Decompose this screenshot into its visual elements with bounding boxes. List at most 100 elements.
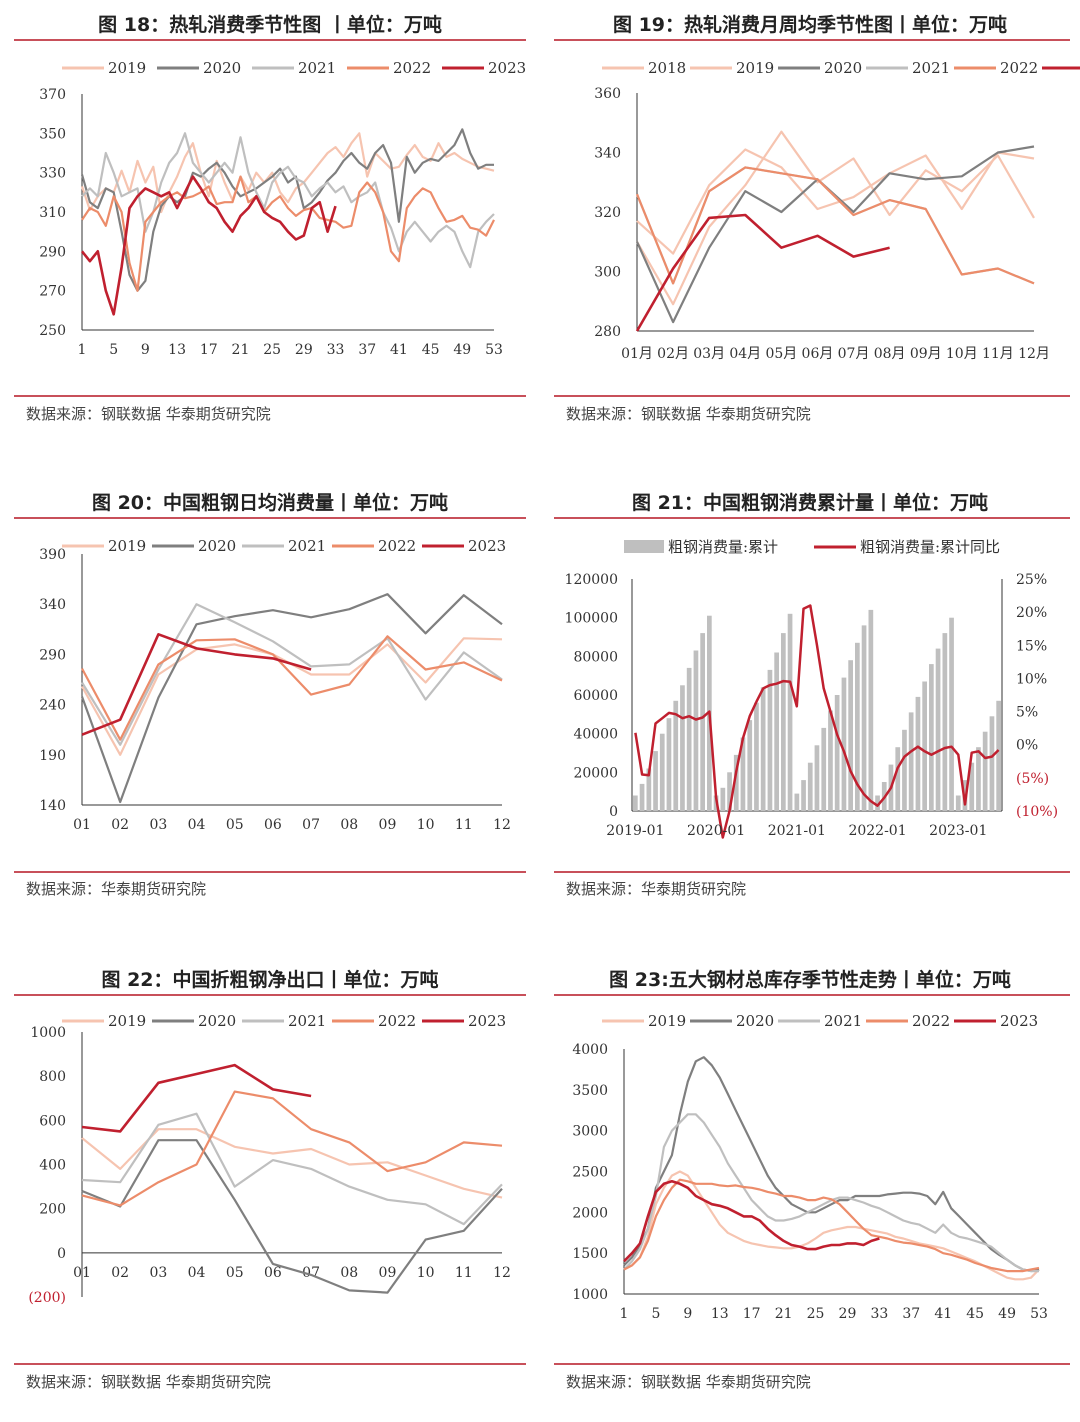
x-tick-label: 45	[422, 342, 440, 358]
x-tick-label: 33	[870, 1306, 888, 1322]
bar	[659, 733, 665, 811]
bar	[693, 650, 699, 811]
legend-label-2022: 2022	[1000, 59, 1038, 77]
bar	[855, 642, 860, 811]
x-tick-label: 09月	[910, 346, 942, 362]
y-tick-label: 1000	[572, 1287, 608, 1303]
y-tick-label: 280	[594, 324, 621, 340]
source-rule	[14, 871, 526, 873]
x-tick-label: 13	[168, 342, 186, 358]
legend-label-2022: 2022	[393, 59, 431, 77]
x-tick-label: 11月	[982, 346, 1014, 362]
y-tick-label-negative: (200)	[28, 1290, 66, 1306]
title-rule	[14, 517, 526, 519]
x-tick-label: 05月	[765, 346, 797, 362]
bar	[935, 648, 941, 811]
y-tick-label: 80000	[573, 649, 618, 665]
bar	[996, 700, 1001, 811]
chart-panel-22: 图 22：中国折粗钢净出口丨单位：万吨 2019 2020 2021 2022 2023…	[0, 955, 540, 1422]
legend-label-2019: 2019	[108, 59, 146, 77]
y-tick-label: 800	[39, 1069, 66, 1085]
bar	[949, 617, 954, 811]
x-tick-label: 04	[188, 1265, 206, 1281]
title-rule	[14, 994, 526, 996]
source-rule	[554, 871, 1070, 873]
bar	[807, 762, 813, 811]
chart-23-svg: 2019 2020 2021 2022 2023 1000 1500 2000 2500 3000…	[572, 1012, 1048, 1322]
x-tick-label: 1	[78, 342, 87, 358]
x-tick-label: 2022-01	[848, 823, 906, 839]
x-tick-label: 12	[493, 1265, 511, 1281]
x-tick-label: 09	[379, 1265, 397, 1281]
legend-label-2023: 2023	[1000, 1012, 1038, 1030]
x-tick-label: 5	[651, 1306, 660, 1322]
bar	[686, 667, 692, 811]
chart-panel-23: 图 23:五大钢材总库存季节性走势丨单位：万吨 2019 2020 2021 2022…	[540, 955, 1080, 1422]
x-tick-label: 21	[232, 342, 250, 358]
bar	[848, 660, 853, 811]
bar	[955, 795, 961, 811]
series-line-2022	[81, 635, 503, 741]
series-line-2021	[623, 1113, 1039, 1273]
bar	[760, 687, 766, 811]
y-tick-label: 400	[39, 1158, 66, 1174]
legend-label-2020: 2020	[203, 59, 241, 77]
x-tick-label: 13	[711, 1306, 729, 1322]
x-tick-label: 53	[485, 342, 503, 358]
y-tick-label: 390	[39, 547, 66, 563]
legend-label-2019: 2019	[108, 537, 146, 555]
series-line-2020	[80, 128, 494, 292]
y-tick-label: 340	[39, 597, 66, 613]
title-rule	[554, 39, 1070, 41]
bar	[767, 669, 773, 811]
series-line-2020	[81, 1139, 503, 1294]
x-tick-label: 12	[493, 817, 511, 833]
chart-panel-20: 图 20：中国粗钢日均消费量丨单位：万吨 2019 2020 2021 2022 202…	[0, 478, 540, 945]
x-tick-label: 9	[141, 342, 150, 358]
series-line-2022	[81, 1090, 503, 1207]
x-tick-label: 07	[302, 817, 320, 833]
y-tick-label: 140	[39, 798, 66, 814]
x-tick-label: 29	[839, 1306, 857, 1322]
x-tick-label: 06月	[802, 346, 834, 362]
x-tick-label: 06	[264, 1265, 282, 1281]
chart-title: 图 20：中国粗钢日均消费量丨单位：万吨	[91, 492, 449, 514]
bar	[902, 729, 907, 811]
bar	[942, 633, 948, 811]
legend-label-bar: 粗钢消费量:累计	[668, 538, 778, 556]
series-line-2022	[635, 166, 1035, 285]
bar	[976, 747, 981, 811]
bar	[982, 731, 988, 811]
series-line-2021	[81, 603, 503, 746]
y-tick-label: 290	[39, 647, 66, 663]
x-tick-label: 10月	[946, 346, 978, 362]
series-line-2019	[636, 148, 1035, 255]
bar	[787, 613, 793, 811]
legend-label-2020: 2020	[198, 1012, 236, 1030]
legend-swatch-bar	[624, 540, 664, 553]
series-line-2023	[635, 213, 890, 332]
legend-label-line: 粗钢消费量:累计同比	[860, 538, 1000, 556]
series-line-2023	[81, 633, 312, 736]
y2-tick-label: 20%	[1016, 605, 1047, 621]
legend-label-2019: 2019	[736, 59, 774, 77]
bar	[821, 727, 827, 811]
x-tick-label: 07月	[838, 346, 870, 362]
x-tick-label: 53	[1030, 1306, 1048, 1322]
x-tick-label: 17	[743, 1306, 761, 1322]
series-line-2021	[81, 132, 495, 269]
bar	[720, 787, 726, 811]
y-tick-label: 2000	[572, 1205, 608, 1221]
chart-22-svg: 2019 2020 2021 2022 2023 1000 800 600 400 200 0 (20…	[28, 1012, 511, 1306]
chart-title: 图 22：中国折粗钢净出口丨单位：万吨	[101, 969, 439, 991]
series-line-2020	[80, 593, 503, 804]
y2-tick-label: 15%	[1016, 638, 1047, 654]
bar	[733, 754, 739, 811]
yoy-line	[634, 604, 1000, 839]
x-tick-label: 2020-01	[687, 823, 745, 839]
y-tick-label: 0	[57, 1246, 66, 1262]
y2-tick-label: (5%)	[1016, 771, 1049, 787]
x-tick-label: 11	[455, 1265, 473, 1281]
chart-panel-18: 图 18：热轧消费季节性图 丨单位：万吨 2019 2020 2021 2022 202…	[0, 0, 540, 467]
legend-label-2022: 2022	[378, 537, 416, 555]
